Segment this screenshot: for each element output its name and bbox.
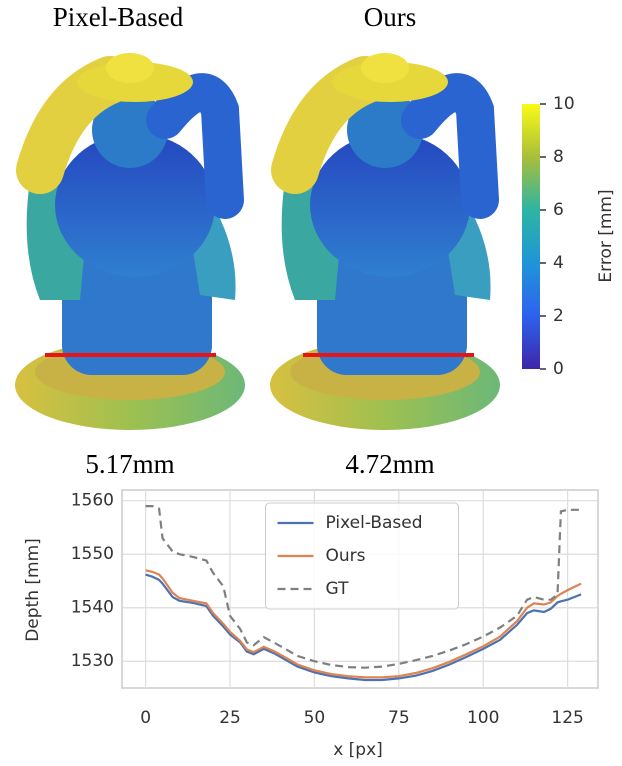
colorbar-tick-label: 8 <box>553 147 564 167</box>
colorbar-tick-label: 2 <box>553 306 564 326</box>
y-tick-label: 1540 <box>71 598 114 618</box>
y-tick-label: 1550 <box>71 544 114 564</box>
panel-error: 4.72mm <box>345 449 434 479</box>
x-tick-label: 50 <box>304 708 326 728</box>
legend-label: GT <box>326 579 350 599</box>
panel-error: 5.17mm <box>85 449 174 479</box>
x-axis-label: x [px] <box>333 740 383 760</box>
figure: Pixel-Based Ours 5.17mm 4.72mm Error [mm… <box>0 0 622 766</box>
x-tick-label: 75 <box>388 708 410 728</box>
x-tick-label: 125 <box>551 708 583 728</box>
colorbar-tick-label: 0 <box>553 359 564 379</box>
y-axis-label: Depth [mm] <box>23 538 43 642</box>
colorbar-tick-label: 6 <box>553 200 564 220</box>
colorbar-tick-label: 10 <box>553 94 575 114</box>
legend-label: Pixel-Based <box>326 513 423 533</box>
colorbar-tick-label: 4 <box>553 253 564 273</box>
x-tick-label: 25 <box>219 708 241 728</box>
colorbar <box>522 104 540 369</box>
colorbar-label: Error [mm] <box>596 189 616 282</box>
y-tick-label: 1560 <box>71 491 114 511</box>
y-tick-label: 1530 <box>71 651 114 671</box>
legend-label: Ours <box>326 546 366 566</box>
x-tick-label: 100 <box>467 708 499 728</box>
panel-title: Ours <box>364 2 417 32</box>
panel-title: Pixel-Based <box>53 2 184 32</box>
statue-render <box>270 53 500 430</box>
x-tick-label: 0 <box>140 708 151 728</box>
statue-render <box>15 53 245 430</box>
